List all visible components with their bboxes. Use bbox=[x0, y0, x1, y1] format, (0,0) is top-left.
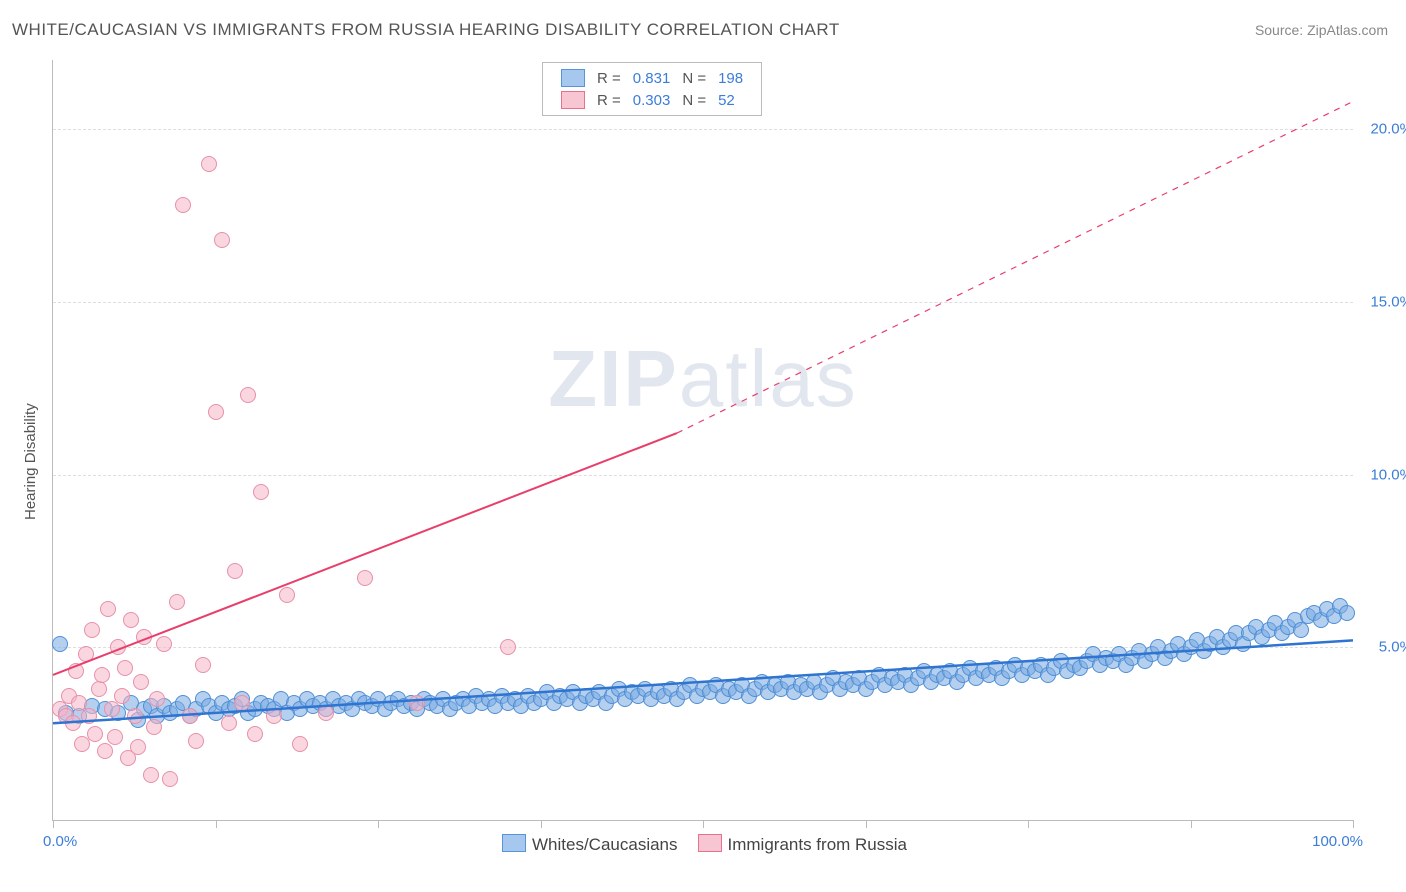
source-name: ZipAtlas.com bbox=[1307, 22, 1388, 38]
x-tick bbox=[866, 820, 867, 828]
trend-line bbox=[53, 433, 677, 675]
trend-line bbox=[677, 101, 1353, 433]
x-end-label: 100.0% bbox=[1312, 833, 1363, 850]
y-tick-label: 15.0% bbox=[1370, 293, 1406, 310]
chart-plot-area: ZIPatlas 5.0%10.0%15.0%20.0%0.0%100.0% bbox=[52, 60, 1353, 821]
source-prefix: Source: bbox=[1255, 22, 1307, 38]
x-tick bbox=[541, 820, 542, 828]
trend-lines bbox=[53, 60, 1353, 820]
y-tick-label: 20.0% bbox=[1370, 121, 1406, 138]
x-tick bbox=[1191, 820, 1192, 828]
trend-line bbox=[53, 640, 1353, 723]
x-tick bbox=[216, 820, 217, 828]
source-attribution: Source: ZipAtlas.com bbox=[1255, 22, 1388, 38]
x-tick bbox=[378, 820, 379, 828]
x-start-label: 0.0% bbox=[43, 833, 77, 850]
legend-swatch bbox=[502, 834, 526, 852]
series-legend: Whites/Caucasians Immigrants from Russia bbox=[482, 834, 907, 855]
y-tick-label: 5.0% bbox=[1379, 639, 1406, 656]
chart-title: WHITE/CAUCASIAN VS IMMIGRANTS FROM RUSSI… bbox=[12, 20, 840, 40]
x-tick bbox=[1353, 820, 1354, 828]
x-tick bbox=[1028, 820, 1029, 828]
legend-label: Whites/Caucasians bbox=[532, 835, 678, 854]
y-tick-label: 10.0% bbox=[1370, 466, 1406, 483]
legend-label: Immigrants from Russia bbox=[728, 835, 907, 854]
x-tick bbox=[703, 820, 704, 828]
y-axis-label: Hearing Disability bbox=[22, 403, 39, 520]
legend-swatch bbox=[698, 834, 722, 852]
x-tick bbox=[53, 820, 54, 828]
